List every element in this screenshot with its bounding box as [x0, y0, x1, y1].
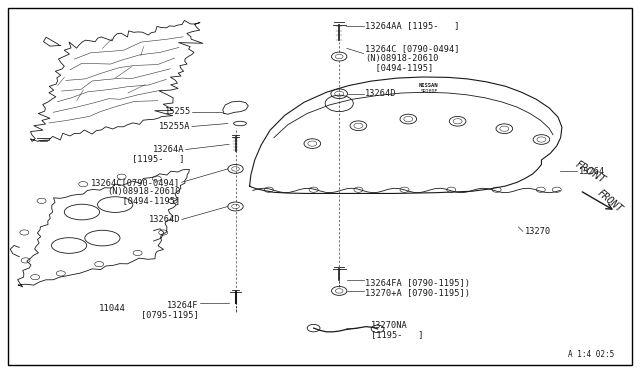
Text: 13270: 13270 — [525, 227, 551, 236]
Text: 15255: 15255 — [164, 107, 191, 116]
Text: [0494-1195]: [0494-1195] — [112, 196, 180, 205]
Text: (N)08918-20610: (N)08918-20610 — [107, 187, 180, 196]
Text: 13264C [0790-0494]: 13264C [0790-0494] — [365, 44, 460, 53]
Polygon shape — [250, 77, 562, 193]
Text: 13264FA [0790-1195]): 13264FA [0790-1195]) — [365, 279, 470, 288]
Text: 13270NA: 13270NA — [371, 321, 408, 330]
Text: [0494-1195]: [0494-1195] — [365, 63, 433, 72]
Polygon shape — [18, 169, 189, 287]
Text: [1195-   ]: [1195- ] — [132, 154, 184, 163]
Text: 13264D: 13264D — [365, 89, 396, 98]
Text: 13264: 13264 — [579, 167, 605, 176]
Text: 13264AA [1195-   ]: 13264AA [1195- ] — [365, 22, 460, 31]
Polygon shape — [223, 101, 248, 114]
Text: [1195-   ]: [1195- ] — [371, 330, 424, 339]
Text: FRONT: FRONT — [573, 159, 607, 185]
Text: 13264C[0790-0494]: 13264C[0790-0494] — [92, 178, 180, 187]
Text: 13270+A [0790-1195]): 13270+A [0790-1195]) — [365, 289, 470, 298]
Polygon shape — [31, 20, 203, 141]
Text: 13264D: 13264D — [149, 215, 180, 224]
Text: SR20DE: SR20DE — [420, 89, 437, 94]
Text: 15255A: 15255A — [159, 122, 191, 131]
Text: 13264A: 13264A — [153, 145, 184, 154]
Text: (N)08918-20610: (N)08918-20610 — [365, 54, 438, 63]
Text: A 1:4 02:5: A 1:4 02:5 — [568, 350, 614, 359]
Text: [0795-1195]: [0795-1195] — [141, 311, 198, 320]
Text: NISSAN: NISSAN — [419, 83, 438, 88]
Text: 13264F: 13264F — [167, 301, 198, 310]
Text: 11044: 11044 — [99, 304, 125, 313]
Text: FRONT: FRONT — [595, 188, 624, 215]
